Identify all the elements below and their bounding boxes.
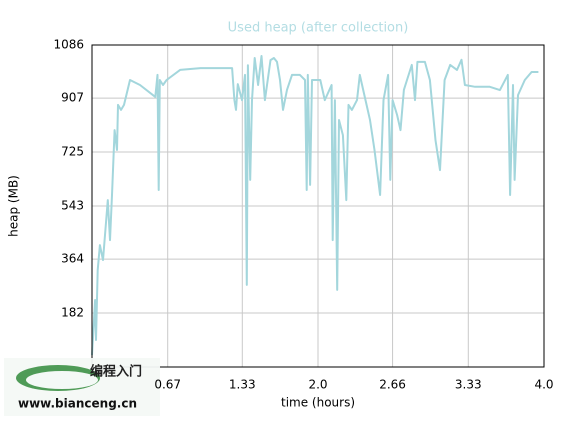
y-tick-label: 1086 — [53, 38, 84, 52]
plot-border — [91, 44, 545, 368]
x-axis-label: time (hours) — [281, 396, 355, 410]
chart-title: Used heap (after collection) — [228, 21, 409, 36]
y-tick-label: 543 — [61, 199, 84, 213]
y-tick-label: 364 — [61, 252, 84, 266]
data-line — [91, 55, 539, 356]
x-tick-label: 3.33 — [455, 378, 482, 392]
x-tick-label: 4.0 — [534, 378, 553, 392]
y-tick-label: 907 — [61, 91, 84, 105]
x-tick-label: 2.0 — [308, 378, 327, 392]
watermark-title: 编程入门 — [90, 364, 142, 380]
x-tick-label: 1.33 — [229, 378, 256, 392]
watermark-url: www.bianceng.cn — [18, 397, 137, 411]
plot-area — [91, 44, 545, 367]
watermark-logo — [26, 371, 98, 389]
y-tick-label: 182 — [61, 306, 84, 320]
x-tick-label: 2.66 — [379, 378, 406, 392]
y-tick-label: 725 — [61, 145, 84, 159]
y-axis-label: heap (MB) — [7, 175, 21, 237]
watermark: 编程入门 www.bianceng.cn — [4, 358, 160, 416]
x-tick-label: 0.67 — [154, 378, 181, 392]
